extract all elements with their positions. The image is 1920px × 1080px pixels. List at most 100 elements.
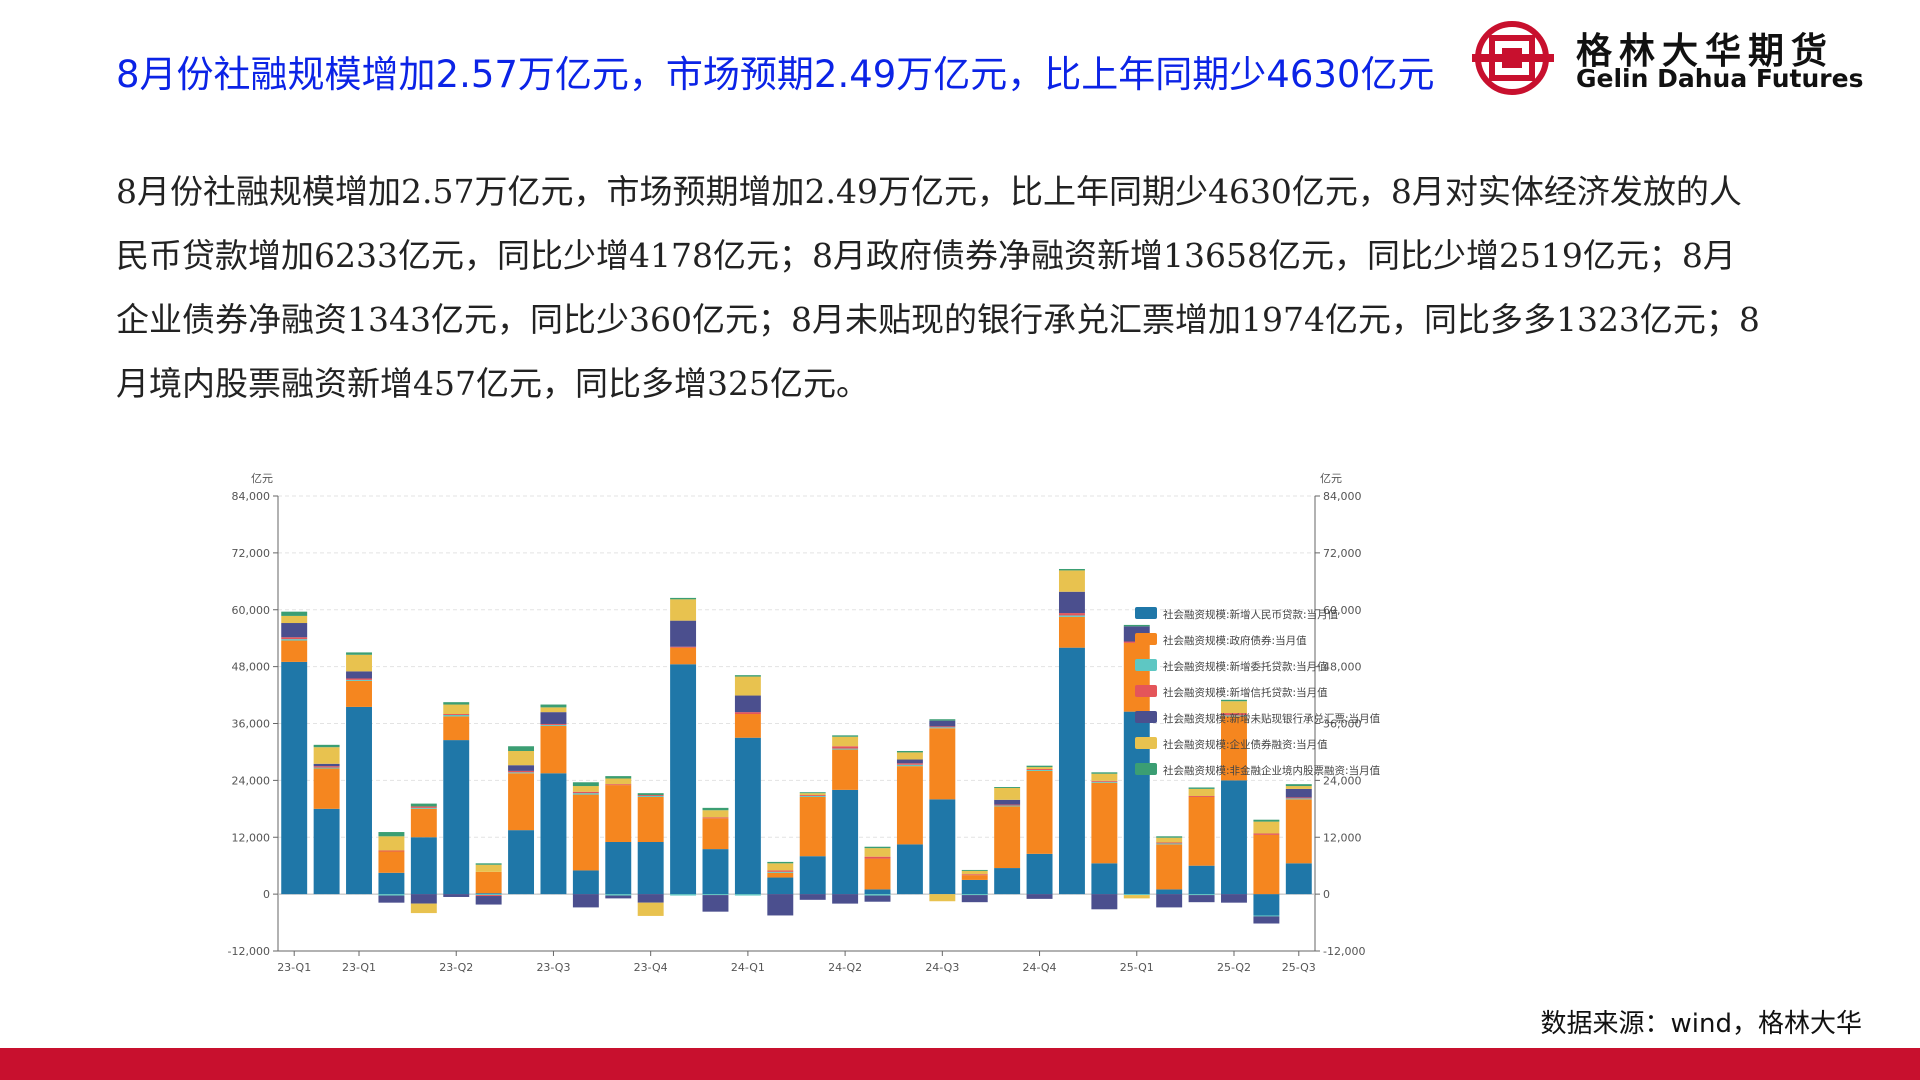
bar-segment-s4 bbox=[961, 895, 988, 903]
bar-segment-s2 bbox=[864, 894, 891, 896]
x-tick-label: 25-Q2 bbox=[1217, 961, 1251, 974]
bar-segment-s2 bbox=[1188, 894, 1215, 896]
bar-segment-s4 bbox=[1188, 895, 1215, 903]
x-tick-label: 25-Q3 bbox=[1282, 961, 1316, 974]
bar-segment-s5 bbox=[1058, 570, 1085, 592]
bar-segment-s0 bbox=[1285, 863, 1312, 895]
bar-segment-s2 bbox=[281, 639, 308, 641]
bar-segment-s1 bbox=[670, 647, 697, 665]
bar-segment-s0 bbox=[410, 837, 437, 895]
bar-segment-s1 bbox=[346, 680, 372, 707]
bar-segment-s5 bbox=[1253, 821, 1280, 834]
bar-segment-s4 bbox=[346, 671, 372, 679]
bar-segment-s5 bbox=[605, 778, 632, 785]
bar-segment-s0 bbox=[378, 872, 405, 895]
y-tick-label-right: 48,000 bbox=[1323, 661, 1362, 674]
bar-segment-s6 bbox=[1188, 787, 1215, 789]
bar-segment-s2 bbox=[1221, 715, 1247, 717]
bar-segment-s4 bbox=[540, 712, 567, 724]
bar-segment-s0 bbox=[1253, 894, 1280, 916]
company-logo-emblem-icon bbox=[1472, 21, 1554, 95]
bar-segment-s1 bbox=[1058, 616, 1085, 648]
legend-swatch bbox=[1135, 633, 1157, 645]
bar-segment-s0 bbox=[346, 706, 372, 895]
bar-segment-s0 bbox=[281, 661, 308, 895]
bar-segment-s5 bbox=[961, 870, 988, 875]
bar-segment-s5 bbox=[832, 736, 859, 747]
bar-segment-s3 bbox=[281, 637, 308, 640]
bar-segment-s5 bbox=[313, 747, 340, 764]
bar-segment-s4 bbox=[1285, 788, 1312, 798]
bar-segment-s6 bbox=[540, 704, 567, 708]
bar-segment-s6 bbox=[313, 744, 340, 748]
legend-label: 社会融资规模:政府债券:当月值 bbox=[1163, 634, 1307, 647]
bar-segment-s1 bbox=[1026, 770, 1053, 854]
bar-segment-s3 bbox=[637, 795, 664, 797]
bar-segment-s6 bbox=[508, 746, 535, 751]
bar-segment-s1 bbox=[1221, 716, 1247, 781]
bar-segment-s3 bbox=[734, 712, 761, 715]
bar-segment-s6 bbox=[896, 750, 923, 753]
bar-segment-s1 bbox=[1123, 642, 1150, 712]
y-axis-left-unit: 亿元 bbox=[251, 472, 273, 485]
bar-segment-s3 bbox=[378, 850, 405, 852]
bar-segment-s5 bbox=[540, 707, 567, 713]
x-tick-label: 23-Q1 bbox=[342, 961, 376, 974]
bar-segment-s4 bbox=[832, 894, 859, 904]
bar-segment-s1 bbox=[508, 773, 535, 831]
bar-segment-s6 bbox=[1156, 836, 1183, 838]
y-tick-label-right: 36,000 bbox=[1323, 718, 1362, 731]
bar-segment-s6 bbox=[443, 702, 470, 705]
legend-label: 社会融资规模:企业债券融资:当月值 bbox=[1163, 738, 1328, 751]
bar-segment-s5 bbox=[702, 810, 729, 818]
bar-segment-s5 bbox=[734, 676, 761, 696]
bar-segment-s2 bbox=[1091, 781, 1118, 783]
bar-segment-s2 bbox=[540, 724, 567, 726]
bar-segment-s5 bbox=[1091, 773, 1118, 781]
bar-segment-s3 bbox=[1285, 797, 1312, 799]
bar-segment-s5 bbox=[896, 752, 923, 760]
bar-segment-s0 bbox=[1026, 853, 1053, 895]
bar-segment-s6 bbox=[281, 611, 308, 616]
bar-segment-s2 bbox=[832, 748, 859, 750]
bar-segment-s5 bbox=[1156, 837, 1183, 843]
bar-segment-s3 bbox=[1221, 713, 1247, 716]
bar-segment-s6 bbox=[929, 719, 956, 721]
bar-segment-s3 bbox=[346, 678, 372, 680]
bar-segment-s1 bbox=[572, 794, 599, 871]
bar-segment-s0 bbox=[929, 799, 956, 895]
bar-segment-s3 bbox=[508, 770, 535, 773]
bar-segment-s5 bbox=[670, 599, 697, 621]
bar-segment-s4 bbox=[1058, 591, 1085, 614]
bar-segment-s3 bbox=[961, 874, 988, 876]
bar-segment-s3 bbox=[443, 714, 470, 715]
bar-segment-s3 bbox=[929, 726, 956, 728]
bar-segment-s2 bbox=[670, 894, 697, 896]
summary-paragraph: 8月份社融规模增加2.57万亿元，市场预期增加2.49万亿元，比上年同期少463… bbox=[116, 172, 1760, 403]
legend-swatch bbox=[1135, 659, 1157, 671]
bar-segment-s3 bbox=[540, 723, 567, 725]
y-tick-label-right: 72,000 bbox=[1323, 547, 1362, 560]
bar-segment-s4 bbox=[799, 894, 826, 900]
bar-segment-s6 bbox=[410, 803, 437, 807]
stacked-bar-chart: 亿元 亿元 84,000 84,000 72,000 72,000 60,000 60,000… bbox=[190, 455, 1420, 990]
y-tick-label-left: 72,000 bbox=[232, 547, 271, 560]
bar-segment-s2 bbox=[572, 793, 599, 795]
bar-segment-s3 bbox=[767, 870, 794, 872]
x-tick-label: 24-Q3 bbox=[925, 961, 959, 974]
bar-segment-s4 bbox=[767, 894, 794, 916]
bar-segment-s2 bbox=[313, 767, 340, 769]
bar-segment-s1 bbox=[637, 796, 664, 842]
bar-segment-s2 bbox=[994, 805, 1021, 807]
bar-segment-s0 bbox=[605, 841, 632, 895]
bar-segment-s5 bbox=[994, 787, 1021, 800]
bar-segment-s0 bbox=[475, 893, 502, 895]
footer-bar bbox=[0, 1048, 1920, 1080]
bar-segment-s2 bbox=[410, 807, 437, 809]
x-tick-label: 23-Q3 bbox=[536, 961, 570, 974]
bar-segment-s5 bbox=[1221, 701, 1247, 714]
bar-segment-s0 bbox=[540, 773, 567, 895]
bar-segment-s0 bbox=[508, 830, 535, 895]
bar-segment-s1 bbox=[1285, 799, 1312, 864]
data-source-note: 数据来源：wind，格林大华 bbox=[1540, 1009, 1862, 1039]
